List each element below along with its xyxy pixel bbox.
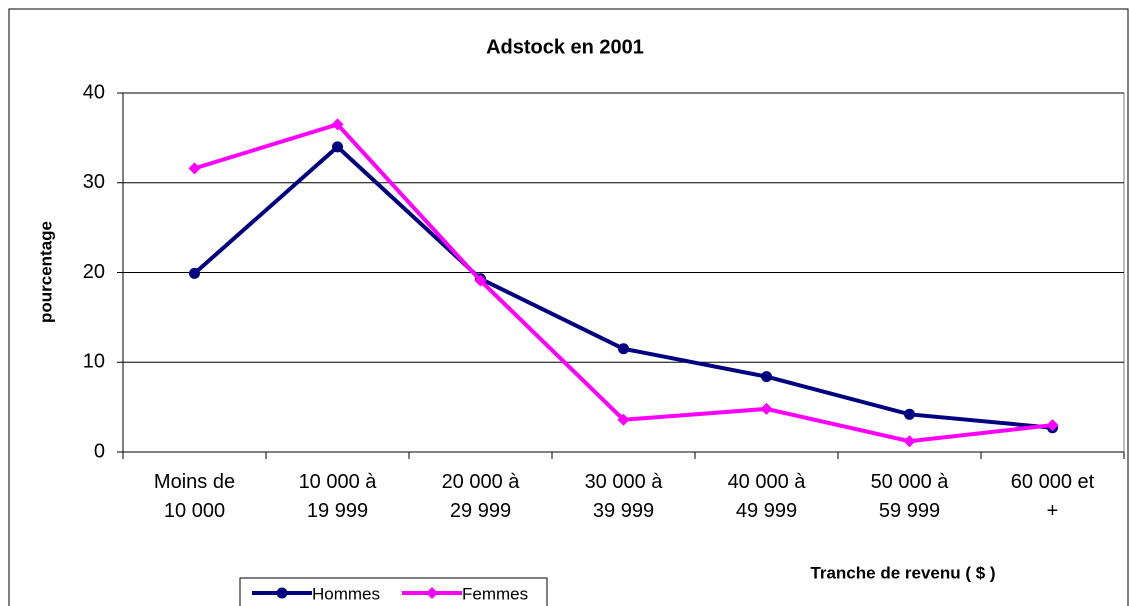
- data-point: [189, 267, 200, 279]
- data-point: [1046, 419, 1059, 432]
- legend-marker: [276, 587, 288, 599]
- data-point: [760, 402, 773, 415]
- y-tick-label: 30: [83, 171, 105, 193]
- y-tick-label: 40: [83, 81, 105, 103]
- x-tick-label: 40 000 à 49 999: [727, 471, 806, 522]
- legend-label: Femmes: [462, 584, 528, 603]
- x-tick-label: 10 000 à 19 999: [298, 471, 377, 522]
- legend-label: Hommes: [312, 584, 380, 603]
- y-tick-label: 20: [83, 261, 105, 283]
- data-point: [188, 162, 201, 175]
- y-axis-label: pourcentage: [36, 221, 55, 323]
- chart-title: Adstock en 2001: [486, 36, 644, 58]
- data-point: [903, 435, 916, 448]
- data-point: [332, 141, 343, 153]
- data-point: [904, 408, 915, 420]
- y-tick-label: 10: [83, 351, 105, 373]
- data-point: [617, 413, 630, 426]
- x-tick-label: Moins de 10 000: [153, 471, 236, 522]
- data-point: [761, 371, 772, 383]
- x-tick-label: 20 000 à 29 999: [441, 471, 520, 522]
- x-tick-label: 60 000 et +: [1010, 471, 1095, 522]
- y-tick-label: 0: [94, 440, 105, 462]
- data-point: [474, 274, 487, 287]
- x-tick-label: 50 000 à 59 999: [870, 471, 949, 522]
- legend-marker: [426, 587, 438, 599]
- data-point: [618, 343, 629, 355]
- data-point: [331, 118, 344, 131]
- x-axis-label: Tranche de revenu ( $ ): [810, 563, 995, 582]
- x-tick-label: 30 000 à 39 999: [584, 471, 663, 522]
